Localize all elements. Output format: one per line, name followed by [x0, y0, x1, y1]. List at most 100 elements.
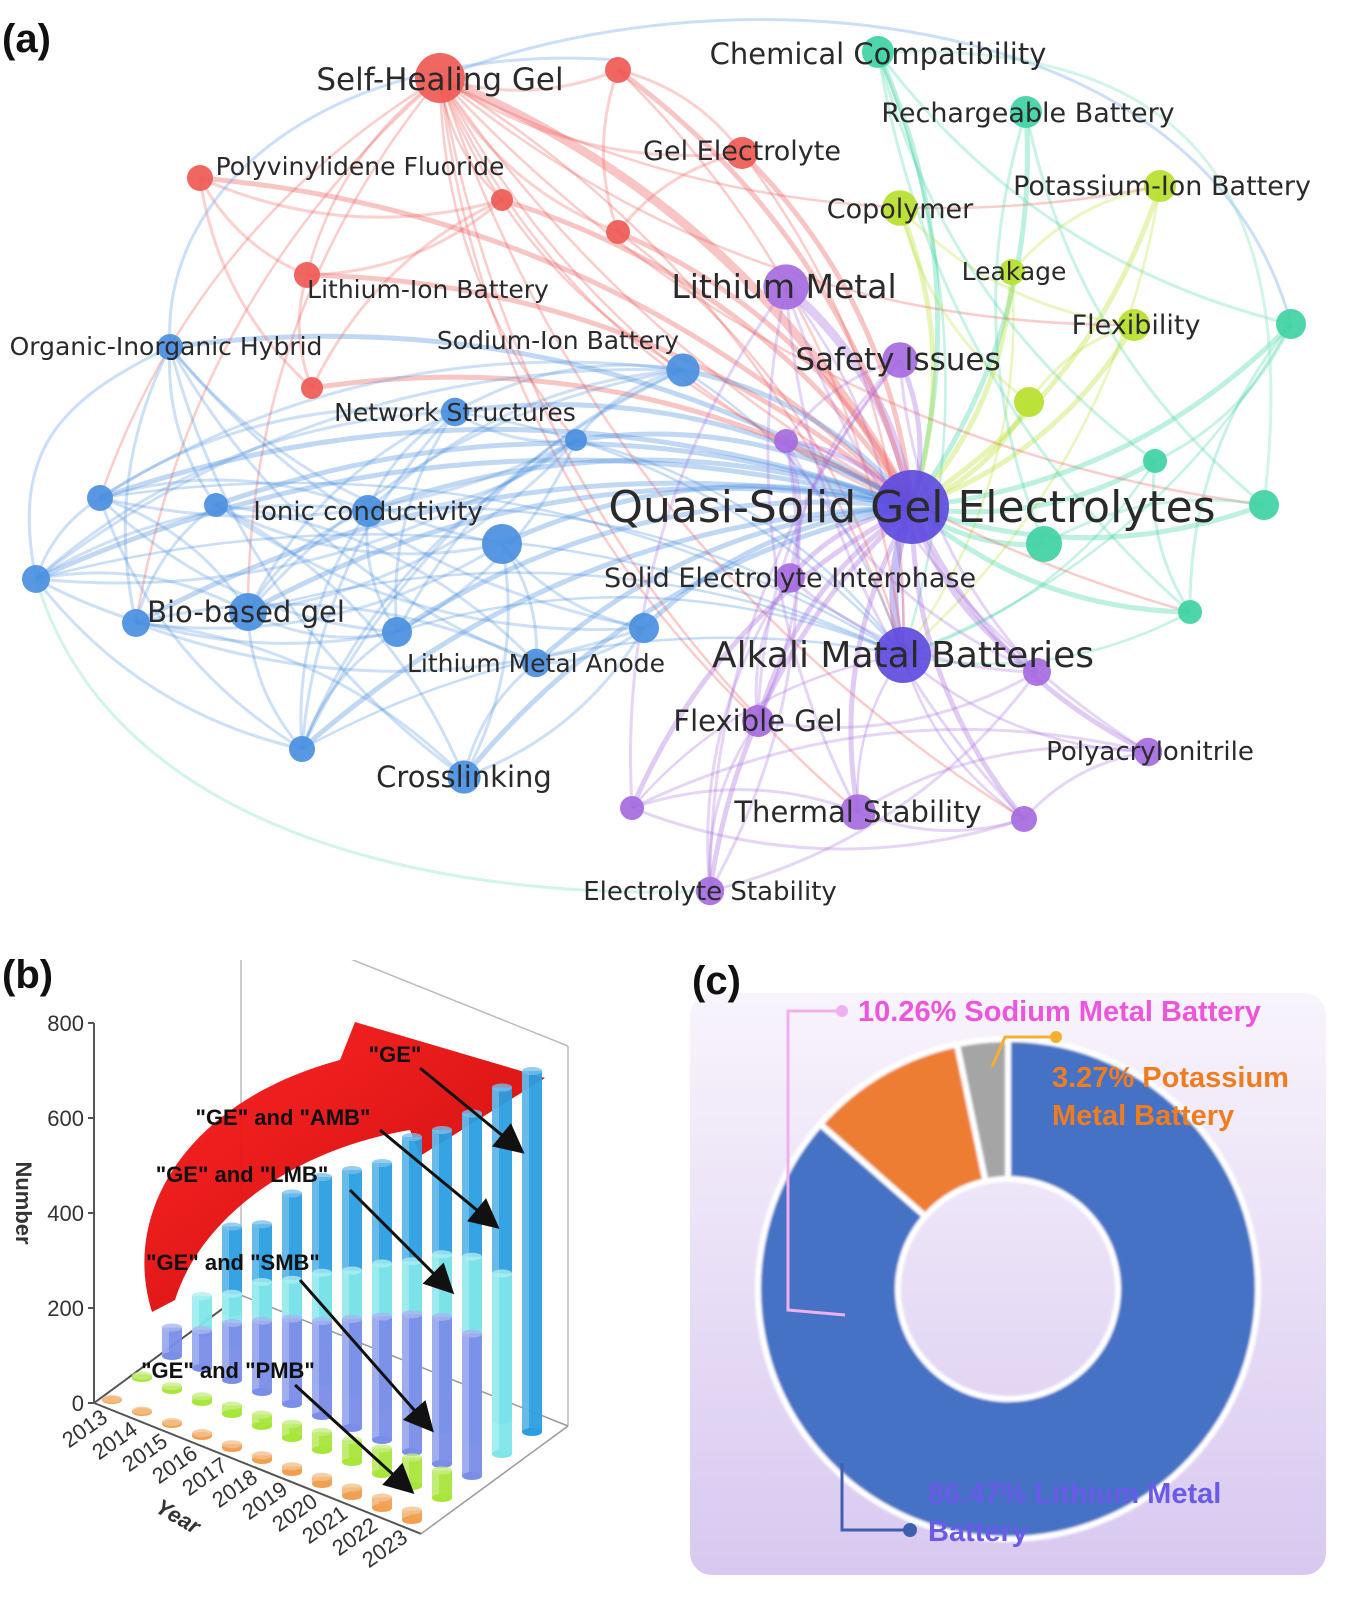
- network-nodes: [22, 36, 1306, 906]
- bar-3-4: [252, 1410, 272, 1430]
- network-edge: [99, 481, 904, 657]
- node-label-biobased: Bio-based gel: [147, 595, 345, 629]
- node-safety: [882, 342, 918, 378]
- network-node: [1014, 387, 1044, 417]
- annotation-label: "GE" and "AMB": [196, 1105, 371, 1130]
- node-label-electrolyte-stab: Electrolyte Stability: [583, 877, 837, 907]
- network-edge: [631, 788, 859, 814]
- bar-3-0: [132, 1371, 152, 1382]
- network-edge: [707, 505, 914, 892]
- network-node: [1026, 526, 1062, 562]
- network-edge: [462, 543, 510, 778]
- bar-3-10: [432, 1466, 452, 1502]
- node-self-healing: [415, 53, 465, 103]
- network-edge: [500, 543, 645, 630]
- network-edge: [741, 152, 905, 656]
- network-edge: [134, 77, 441, 624]
- network-edge: [35, 503, 369, 581]
- bar-4-4: [222, 1440, 242, 1452]
- network-edge: [754, 577, 792, 722]
- network-edge: [602, 69, 620, 233]
- node-label-leakage: Leakage: [962, 257, 1067, 286]
- network-edge: [909, 506, 1026, 821]
- network-edge: [631, 806, 1025, 851]
- network-edge: [756, 359, 902, 722]
- network-edge: [575, 438, 904, 656]
- network-edge: [247, 571, 904, 657]
- node-biobased: [229, 593, 267, 631]
- network-edge: [299, 510, 370, 750]
- node-sib: [666, 353, 700, 387]
- network-edge: [168, 56, 621, 348]
- network-node: [565, 429, 587, 451]
- network-edge: [395, 368, 684, 633]
- network-edge: [438, 77, 759, 722]
- network-edge: [168, 346, 503, 546]
- network-edge: [439, 76, 905, 656]
- node-label-pvdf: Polyvinylidene Fluoride: [216, 152, 505, 181]
- y-tick-label: 200: [47, 1296, 84, 1321]
- network-node: [482, 524, 522, 564]
- network-edge: [169, 333, 914, 510]
- node-label-safety: Safety Issues: [795, 342, 1000, 378]
- network-edge: [876, 51, 1191, 614]
- node-label-chem-compat: Chemical Compatibility: [710, 37, 1047, 71]
- network-edge: [439, 18, 1293, 325]
- network-edge: [215, 503, 503, 556]
- node-ionic: [352, 495, 384, 527]
- network-node: [606, 220, 630, 244]
- network-edge: [34, 578, 711, 894]
- network-edge: [396, 595, 904, 657]
- node-label-sib: Sodium-Ion Battery: [437, 326, 679, 355]
- bar-4-0: [102, 1395, 122, 1404]
- network-edge: [463, 627, 646, 779]
- annotation-label: "GE" and "SMB": [146, 1250, 320, 1275]
- bar3d-annotations: "GE" "GE" and "AMB" "GE" and "LMB" "GE" and…: [141, 1042, 525, 1495]
- network-edge: [454, 410, 904, 656]
- annotation-arrow: [293, 1383, 415, 1495]
- network-edge: [617, 230, 905, 656]
- bar-4-6: [282, 1462, 302, 1476]
- network-edge: [462, 504, 913, 779]
- node-electrolyte-stab: [695, 876, 725, 906]
- network-edge: [438, 77, 619, 234]
- network-edge: [911, 502, 1265, 541]
- network-node: [204, 493, 228, 517]
- annotation-label: "GE": [369, 1042, 422, 1067]
- potassium-label-line1: 3.27% Potassium: [1052, 1062, 1289, 1094]
- network-edge: [134, 480, 913, 626]
- network-edge: [631, 727, 1149, 810]
- network-edge: [215, 503, 645, 632]
- node-leakage: [999, 259, 1025, 285]
- network-edge: [135, 621, 466, 779]
- network-edge: [785, 286, 905, 656]
- network-edge: [134, 503, 217, 624]
- network-edge: [629, 286, 788, 809]
- annotation-label: "GE" and "LMB": [156, 1162, 329, 1187]
- network-edge: [500, 483, 913, 547]
- network-edge: [438, 77, 1025, 821]
- network-edge: [898, 207, 1030, 404]
- node-label-gel-electrolyte: Gel Electrolyte: [643, 136, 841, 167]
- network-edge: [215, 440, 913, 510]
- node-label-qsge: Quasi-Solid Gel Electrolytes: [608, 482, 1215, 533]
- network-edge: [168, 346, 645, 630]
- y-tick-label: 400: [47, 1201, 84, 1226]
- annotation-arrow: [298, 1279, 434, 1433]
- network-edge: [784, 440, 802, 579]
- network-edge: [135, 542, 503, 630]
- network-edge: [1154, 323, 1293, 463]
- network-edge: [168, 346, 465, 779]
- network-edge: [168, 346, 537, 665]
- network-edge: [438, 77, 913, 509]
- annotation-label: "GE" and "PMB": [141, 1358, 315, 1383]
- network-node: [1023, 658, 1051, 686]
- network-edge: [708, 359, 902, 892]
- node-label-flexible-gel: Flexible Gel: [673, 704, 842, 738]
- network-edge: [168, 346, 218, 506]
- bar-2-4: [282, 1314, 302, 1408]
- bar-4-10: [402, 1506, 422, 1524]
- node-org-inorg: [157, 334, 183, 360]
- network-node: [87, 485, 113, 511]
- network-edge: [709, 671, 1039, 893]
